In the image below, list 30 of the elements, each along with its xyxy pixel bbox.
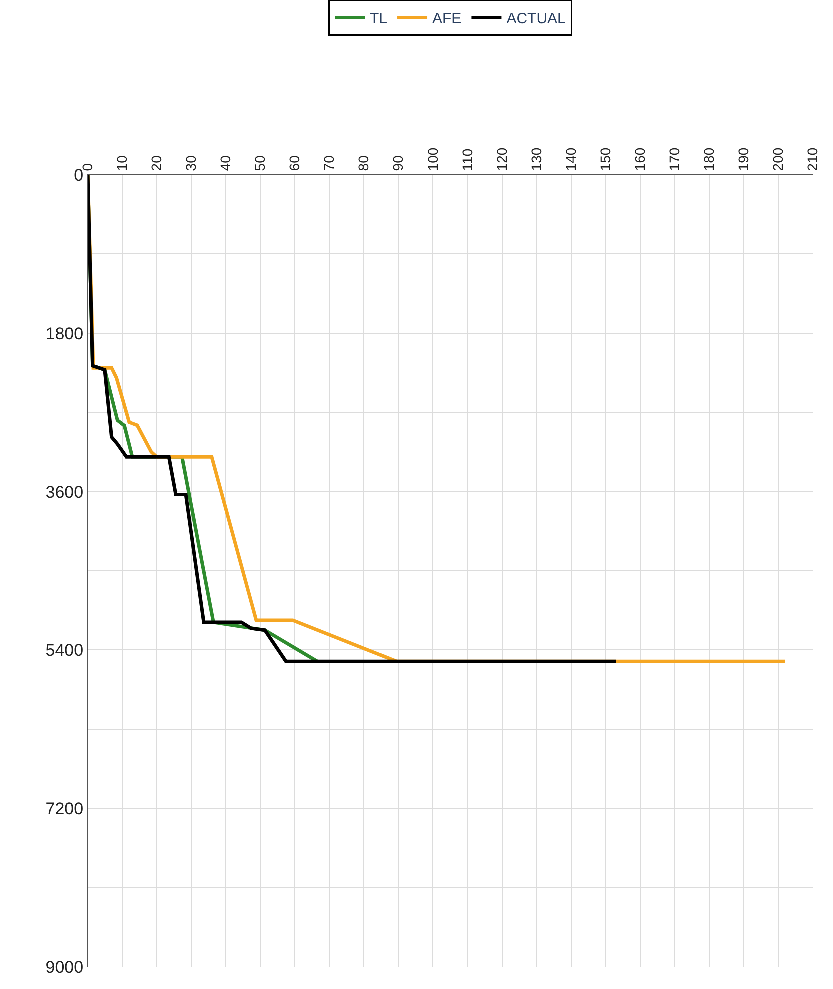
x-tick-label: 210 [804, 148, 821, 172]
y-tick-label: 5400 [46, 641, 84, 660]
x-tick-label: 190 [736, 148, 752, 172]
x-tick-label: 130 [528, 148, 544, 172]
y-tick-label: 9000 [46, 958, 84, 977]
legend-label: AFE [432, 10, 462, 28]
x-tick-label: 100 [424, 148, 441, 172]
x-tick-label: 10 [114, 155, 130, 172]
x-tick-label: 170 [666, 148, 682, 172]
y-tick-label: 7200 [46, 800, 84, 819]
legend-label: ACTUAL [506, 10, 566, 28]
line-series [88, 175, 618, 664]
x-tick-label: 50 [252, 155, 268, 172]
x-tick-label: 200 [770, 148, 786, 172]
x-tick-label: 180 [700, 148, 717, 172]
x-tick-label: 40 [218, 155, 234, 172]
x-tick-label: 120 [494, 148, 510, 172]
x-tick-label: 30 [183, 155, 200, 172]
x-tick-label: 70 [321, 155, 338, 172]
x-tick-label: 80 [356, 155, 372, 172]
y-tick-label: 3600 [46, 482, 84, 502]
y-tick-label: 1800 [46, 324, 84, 344]
x-tick-label: 160 [632, 148, 648, 172]
x-tick-label: 60 [286, 155, 303, 172]
x-tick-label: 90 [390, 155, 406, 172]
x-tick-label: 110 [459, 148, 476, 172]
x-tick-label: 150 [597, 148, 614, 172]
x-tick-label: 20 [148, 155, 165, 172]
x-tick-label: 140 [562, 148, 579, 172]
legend-label: TL [370, 10, 388, 28]
